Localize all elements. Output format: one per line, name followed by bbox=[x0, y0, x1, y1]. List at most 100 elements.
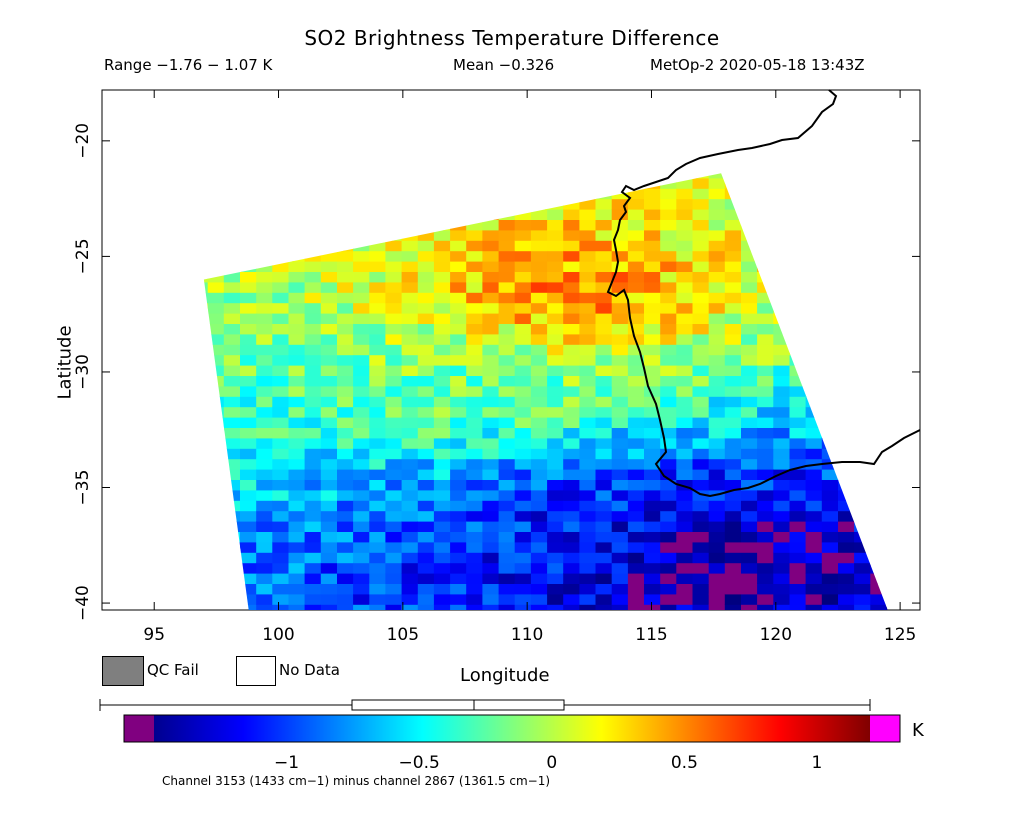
heatmap-cell bbox=[692, 188, 710, 200]
heatmap-cell bbox=[579, 250, 597, 262]
heatmap-cell bbox=[530, 365, 548, 376]
heatmap-cell bbox=[482, 583, 500, 595]
heatmap-cell bbox=[789, 489, 807, 501]
heatmap-cell bbox=[320, 333, 338, 345]
heatmap-cell bbox=[320, 173, 338, 179]
heatmap-cell bbox=[272, 173, 290, 179]
heatmap-cell bbox=[692, 375, 710, 387]
heatmap-cell bbox=[627, 604, 645, 610]
heatmap-cell bbox=[369, 250, 387, 262]
heatmap-cell bbox=[256, 375, 273, 387]
heatmap-cell bbox=[433, 396, 451, 408]
heatmap-cell bbox=[466, 521, 483, 532]
heatmap-cell bbox=[854, 323, 871, 335]
heatmap-cell bbox=[676, 448, 694, 460]
heatmap-cell bbox=[385, 489, 403, 501]
heatmap-cell bbox=[207, 552, 225, 564]
boxplot-box bbox=[351, 699, 565, 711]
heatmap-cell bbox=[256, 541, 273, 553]
heatmap-cell bbox=[337, 375, 354, 387]
heatmap-cell bbox=[611, 323, 629, 335]
heatmap-cell bbox=[773, 573, 791, 584]
heatmap-cell bbox=[757, 173, 774, 179]
heatmap-cell bbox=[530, 604, 548, 610]
heatmap-cell bbox=[676, 531, 694, 543]
heatmap-cell bbox=[256, 281, 273, 293]
heatmap-cell bbox=[805, 323, 823, 335]
channel-caption: Channel 3153 (1433 cm−1) minus channel 2… bbox=[162, 774, 551, 788]
heatmap-cell bbox=[530, 250, 548, 262]
heatmap-cell bbox=[724, 531, 742, 543]
heatmap-cell bbox=[337, 229, 354, 241]
heatmap-cell bbox=[207, 396, 225, 408]
heatmap-cell bbox=[207, 593, 225, 605]
heatmap-cell bbox=[223, 354, 241, 366]
heatmap-cell bbox=[870, 541, 888, 553]
heatmap-cell bbox=[288, 188, 306, 200]
heatmap-cell bbox=[433, 188, 451, 200]
heatmap-cell bbox=[385, 583, 403, 595]
heatmap-cell bbox=[433, 365, 451, 376]
heatmap-cell bbox=[304, 531, 322, 543]
heatmap-cell bbox=[692, 333, 710, 345]
heatmap-cell bbox=[789, 173, 807, 179]
heatmap-cell bbox=[676, 302, 694, 314]
heatmap-cell bbox=[821, 240, 839, 252]
heatmap-cell bbox=[660, 198, 677, 210]
heatmap-cell bbox=[903, 261, 920, 272]
heatmap-cell bbox=[805, 427, 823, 439]
heatmap-cell bbox=[854, 240, 871, 252]
heatmap-cell bbox=[547, 417, 564, 428]
heatmap-cell bbox=[886, 292, 888, 304]
heatmap-cell bbox=[320, 240, 338, 252]
heatmap-cell bbox=[579, 333, 597, 345]
heatmap-cell bbox=[401, 365, 419, 376]
heatmap-cell bbox=[741, 240, 758, 252]
heatmap-cell bbox=[644, 292, 661, 304]
heatmap-cell bbox=[903, 479, 920, 490]
heatmap-cell bbox=[724, 552, 742, 564]
heatmap-cell bbox=[417, 396, 435, 408]
heatmap-cell bbox=[563, 219, 580, 231]
heatmap-cell bbox=[676, 198, 694, 210]
heatmap-cell bbox=[724, 188, 742, 200]
heatmap-cell bbox=[627, 469, 645, 480]
heatmap-cell bbox=[385, 271, 403, 283]
heatmap-cell bbox=[337, 531, 354, 543]
heatmap-cell bbox=[320, 541, 338, 553]
heatmap-cell bbox=[547, 458, 564, 470]
heatmap-cell bbox=[240, 406, 257, 418]
heatmap-cell bbox=[757, 198, 774, 210]
heatmap-cell bbox=[272, 209, 290, 220]
heatmap-cell bbox=[595, 229, 613, 241]
heatmap-cell bbox=[579, 427, 597, 439]
heatmap-cell bbox=[433, 354, 451, 366]
heatmap-cell bbox=[514, 365, 532, 376]
heatmap-cell bbox=[676, 240, 694, 252]
heatmap-cell bbox=[304, 604, 322, 610]
heatmap-cell bbox=[369, 562, 387, 574]
heatmap-cell bbox=[240, 302, 257, 314]
heatmap-cell bbox=[207, 583, 225, 595]
heatmap-cell bbox=[223, 583, 241, 595]
heatmap-cell bbox=[433, 500, 451, 512]
heatmap-cell bbox=[353, 323, 370, 335]
heatmap-cell bbox=[741, 261, 758, 272]
heatmap-cell bbox=[838, 240, 855, 252]
heatmap-cell bbox=[240, 323, 257, 335]
heatmap-cell bbox=[644, 209, 661, 220]
heatmap-cell bbox=[272, 365, 290, 376]
heatmap-cell bbox=[207, 479, 225, 491]
heatmap-cell bbox=[433, 173, 451, 179]
heatmap-cell bbox=[353, 219, 370, 231]
heatmap-cell bbox=[482, 375, 500, 387]
heatmap-cell bbox=[595, 448, 613, 460]
heatmap-cell bbox=[611, 219, 629, 231]
heatmap-cell bbox=[288, 531, 306, 543]
heatmap-cell bbox=[288, 292, 306, 304]
heatmap-cell bbox=[369, 510, 387, 522]
heatmap-cell bbox=[805, 271, 823, 283]
heatmap-cell bbox=[482, 281, 500, 293]
heatmap-cell bbox=[579, 593, 597, 605]
heatmap-cell bbox=[692, 427, 710, 439]
